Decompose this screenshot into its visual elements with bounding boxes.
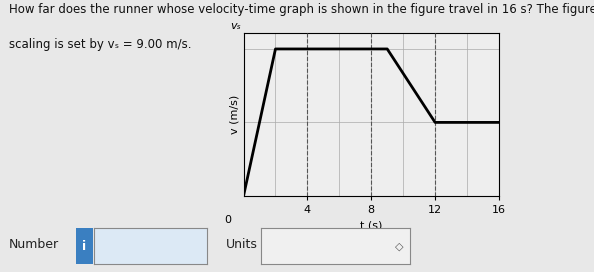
Text: Units: Units [226,238,258,251]
Text: 0: 0 [225,215,232,225]
Text: Number: Number [9,238,59,251]
Text: How far does the runner whose velocity-time graph is shown in the figure travel : How far does the runner whose velocity-t… [9,3,594,16]
Text: ◇: ◇ [395,241,404,251]
Y-axis label: v (m/s): v (m/s) [229,95,239,134]
Text: vₛ: vₛ [230,21,241,31]
Text: i: i [83,240,86,253]
Text: scaling is set by vₛ = 9.00 m/s.: scaling is set by vₛ = 9.00 m/s. [9,38,191,51]
X-axis label: t (s): t (s) [360,220,383,230]
